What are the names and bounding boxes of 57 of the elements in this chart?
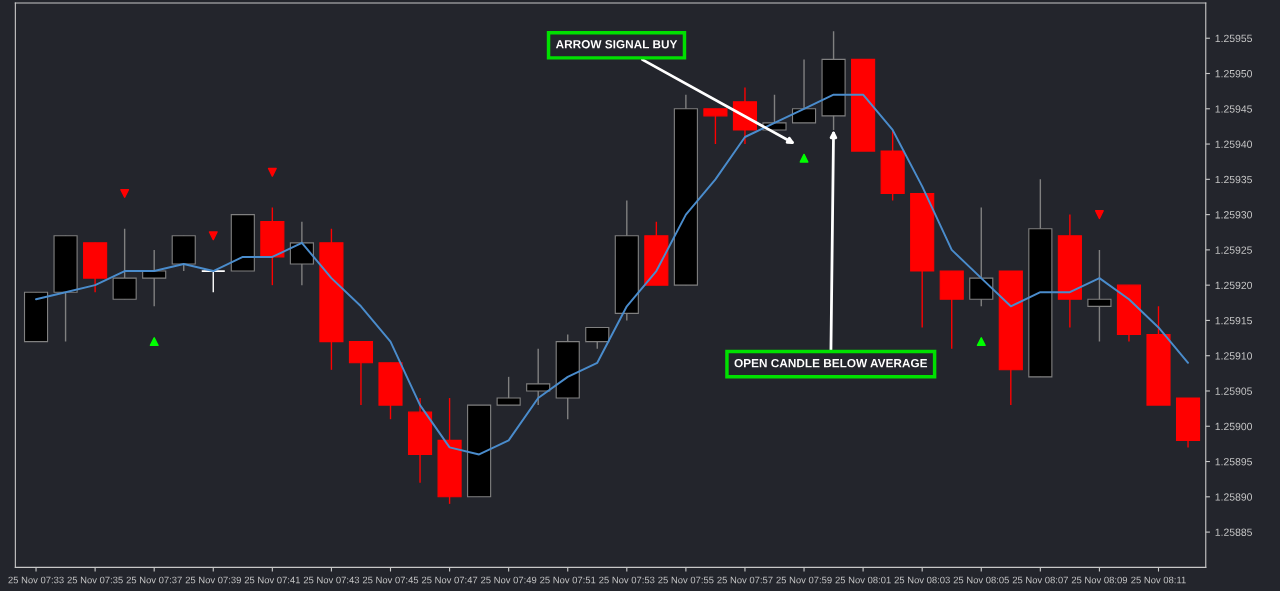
- candlestick: [791, 58, 817, 124]
- x-tick-label: 25 Nov 07:59: [776, 576, 832, 584]
- point: [208, 231, 218, 241]
- x-tick-label: 25 Nov 08:01: [835, 576, 891, 584]
- y-tick-label: 1.25900: [1215, 422, 1253, 431]
- candlestick: [496, 376, 521, 406]
- point: [1094, 210, 1104, 220]
- x-tick-label: 25 Nov 07:45: [362, 576, 419, 584]
- candlestick: [348, 340, 374, 406]
- candlestick: [112, 228, 137, 300]
- y-tick-label: 1.25915: [1215, 316, 1252, 325]
- x-tick-label: 25 Nov 07:35: [67, 576, 123, 584]
- candlestick: [526, 347, 551, 406]
- y-tick-label: 1.25945: [1215, 105, 1252, 113]
- x-tick-label: 25 Nov 08:11: [1131, 576, 1186, 584]
- x-tick-label: 25 Nov 07:49: [481, 576, 537, 584]
- y-tick-label: 1.25935: [1215, 175, 1252, 184]
- x-tick-label: 25 Nov 07:43: [303, 576, 360, 584]
- y-tick-label: 1.25905: [1215, 387, 1252, 395]
- point: [149, 337, 159, 347]
- y-tick-label: 1.25895: [1215, 458, 1252, 466]
- candlestick: [200, 270, 226, 293]
- y-tick-label: 1.25930: [1215, 211, 1253, 219]
- point: [267, 167, 277, 177]
- point: [120, 188, 130, 198]
- candlestick: [703, 108, 728, 145]
- y-tick-label: 1.25885: [1215, 528, 1252, 536]
- y-tick-label: 1.25955: [1215, 34, 1252, 43]
- candlestick: [969, 206, 994, 308]
- y-tick-label: 1.25950: [1215, 70, 1253, 78]
- point: [799, 153, 809, 163]
- x-tick-label: 25 Nov 08:09: [1071, 576, 1128, 584]
- candlestick: [1087, 249, 1112, 343]
- y-tick-label: 1.25940: [1215, 140, 1253, 148]
- y-tick-label: 1.25910: [1215, 352, 1253, 360]
- x-tick-label: 25 Nov 08:05: [953, 576, 1009, 584]
- x-tick-label: 25 Nov 07:51: [540, 576, 596, 584]
- x-tick-label: 25 Nov 07:41: [244, 576, 300, 584]
- x-tick-label: 25 Nov 07:55: [658, 576, 714, 584]
- line-series: [35, 93, 1190, 456]
- annotation: OPEN CANDLE BELOW AVERAGE: [734, 358, 928, 368]
- x-tick-label: 25 Nov 08:03: [894, 576, 950, 584]
- candlestick: [289, 220, 314, 286]
- x-tick-label: 25 Nov 07:33: [8, 576, 64, 584]
- x-tick-label: 25 Nov 07:57: [717, 576, 773, 584]
- x-tick-label: 25 Nov 08:07: [1012, 576, 1068, 584]
- point: [976, 337, 986, 347]
- x-tick-label: 25 Nov 07:37: [126, 576, 182, 584]
- candlestick: [585, 326, 610, 350]
- y-tick-label: 1.25925: [1215, 246, 1252, 254]
- x-tick-label: 25 Nov 07:47: [421, 576, 478, 584]
- y-tick-label: 1.25890: [1215, 493, 1253, 501]
- candlestick: [142, 249, 167, 308]
- y-tick-label: 1.25920: [1215, 281, 1253, 290]
- annotation: ARROW SIGNAL BUY: [555, 40, 678, 49]
- x-tick-label: 25 Nov 07:39: [185, 576, 241, 584]
- x-tick-label: 25 Nov 07:53: [599, 576, 655, 584]
